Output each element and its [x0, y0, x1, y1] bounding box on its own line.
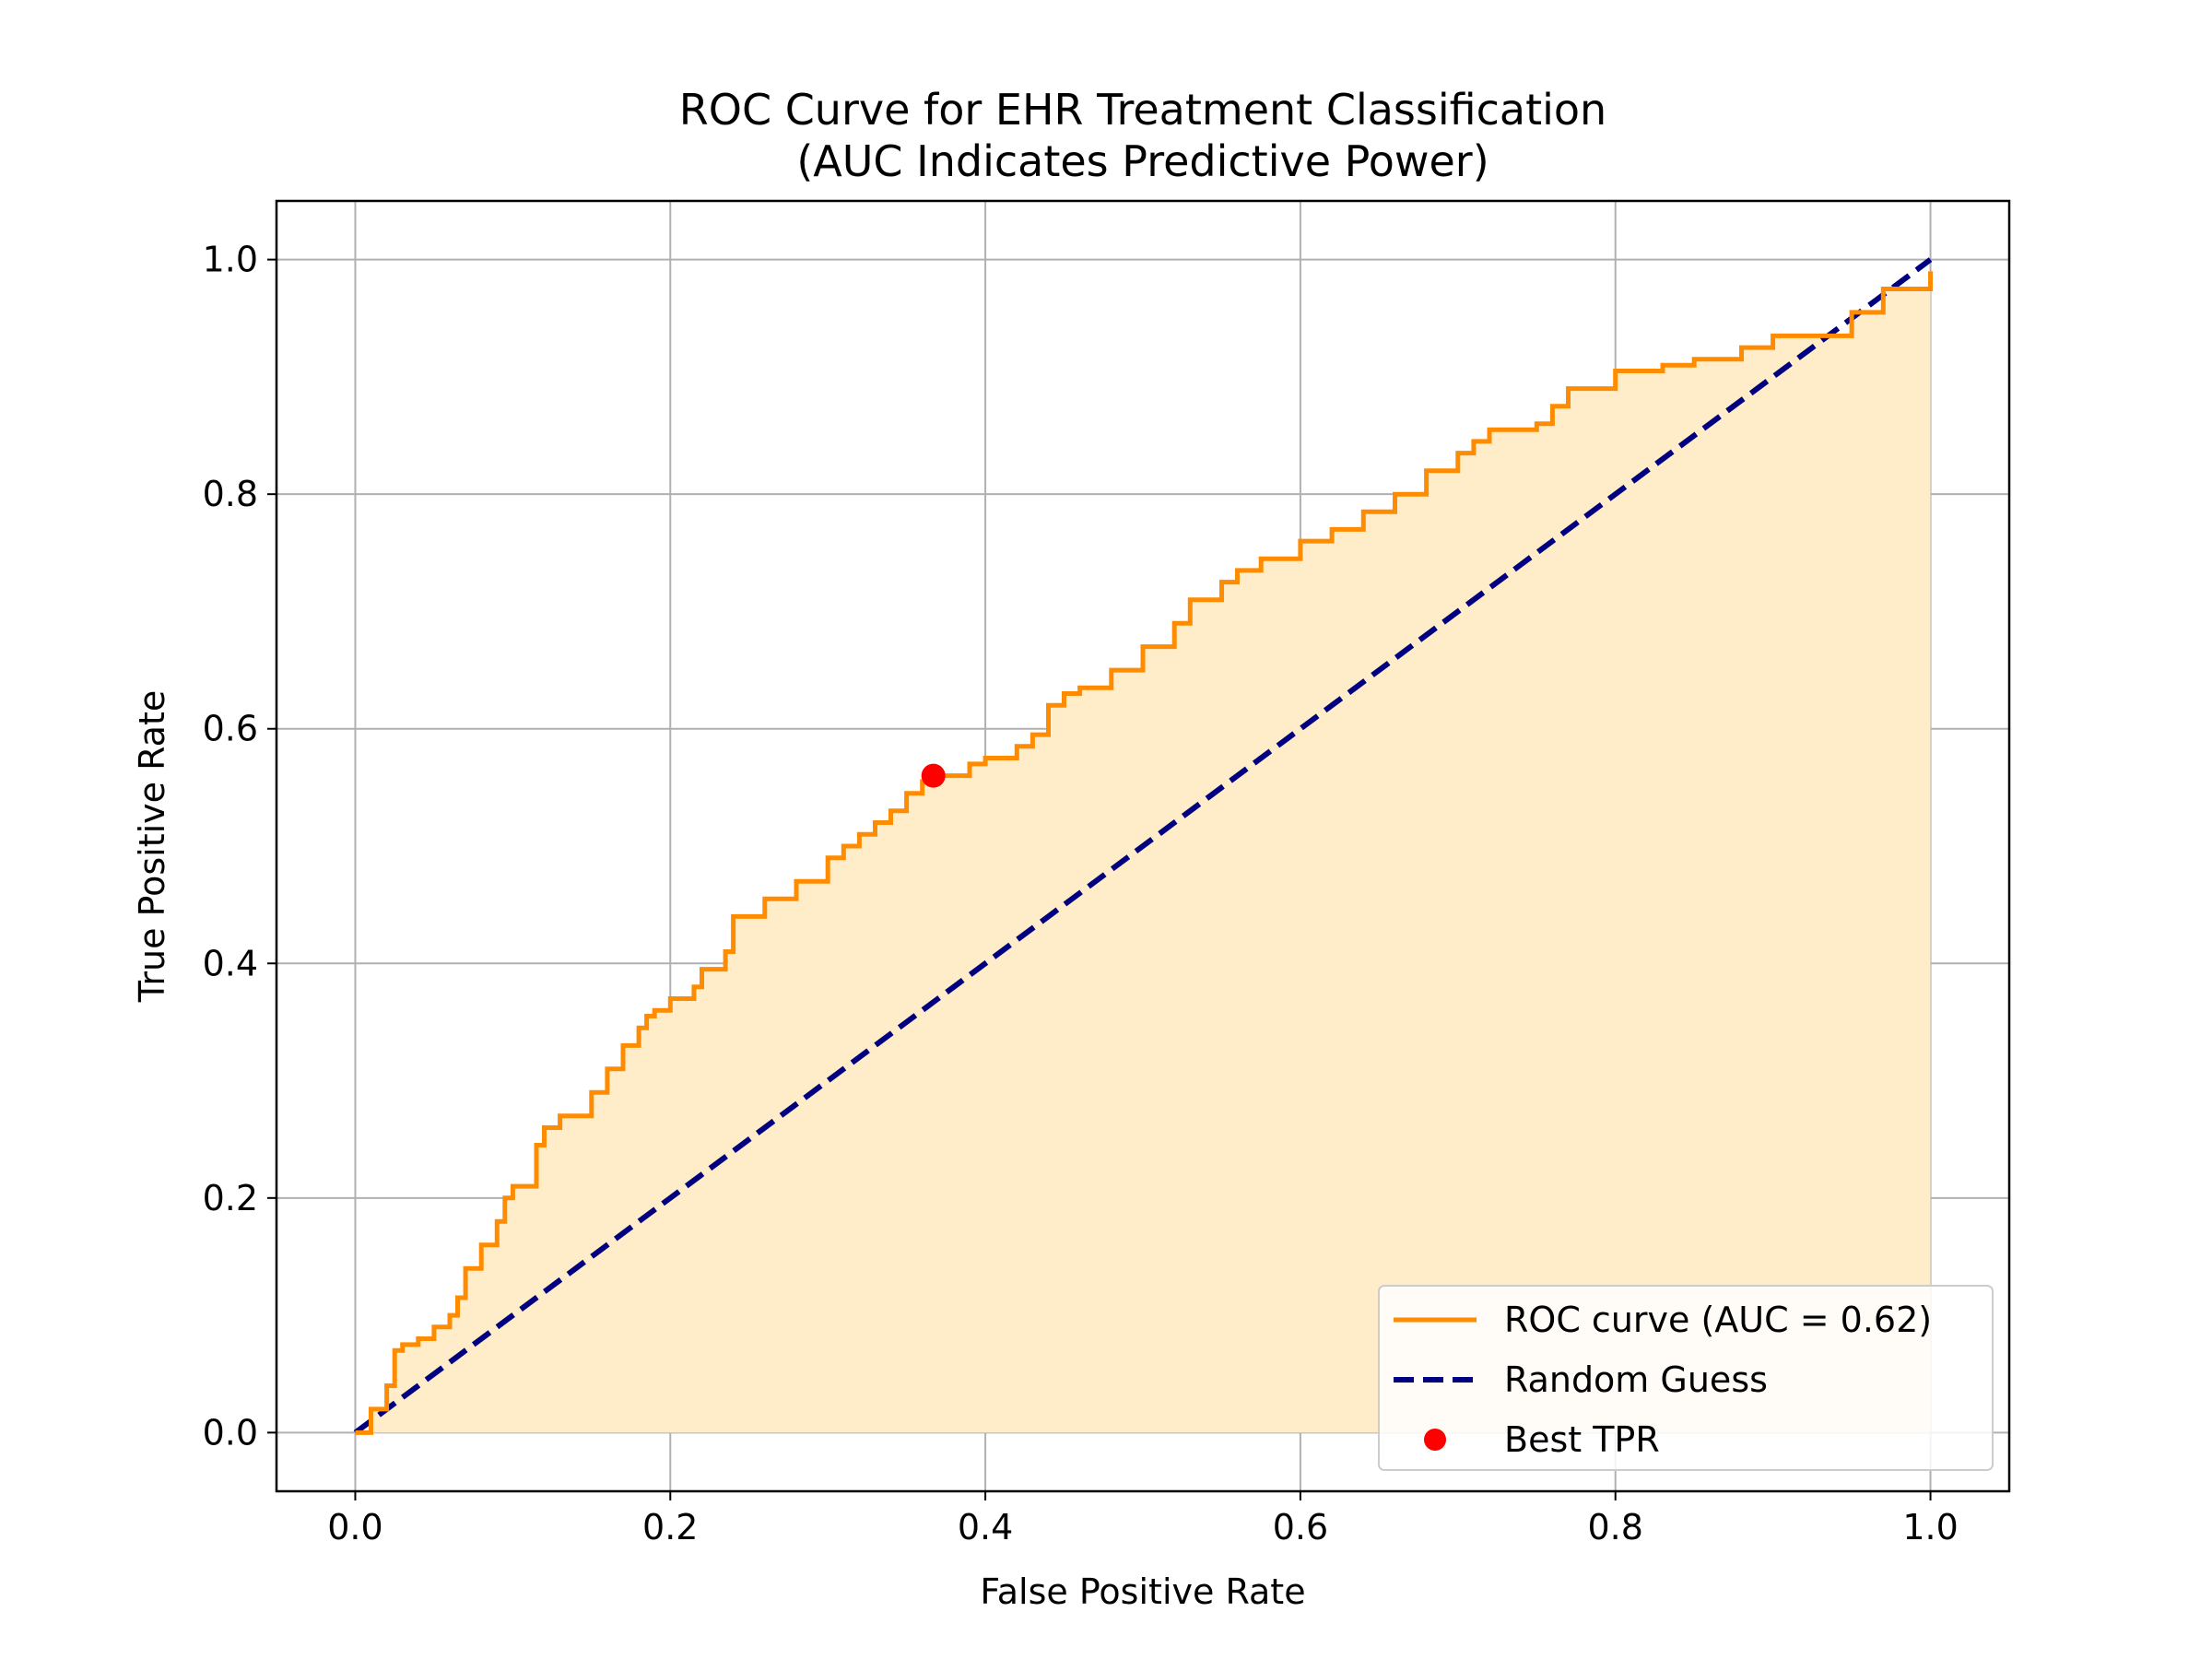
legend-roc-label: ROC curve (AUC = 0.62)	[1504, 1300, 1932, 1340]
y-tick-label: 0.6	[203, 709, 258, 749]
random-guess-line	[353, 257, 1933, 1435]
x-tick-label: 1.0	[1902, 1507, 1958, 1547]
y-axis-ticks: 0.0 0.2 0.4 0.6 0.8 1.0	[203, 240, 276, 1453]
y-tick-label: 0.8	[203, 474, 258, 514]
x-axis-label: False Positive Rate	[980, 1571, 1305, 1612]
y-tick-label: 1.0	[203, 240, 258, 280]
roc-curve-line	[355, 271, 1933, 1435]
x-tick-label: 0.0	[327, 1507, 382, 1547]
series-lines	[353, 257, 1933, 1435]
best-tpr-point	[921, 763, 946, 788]
marked-points	[921, 763, 946, 788]
plot-frame	[275, 199, 2011, 1493]
legend-best-tpr-label: Best TPR	[1504, 1419, 1660, 1460]
legend-random-label: Random Guess	[1504, 1359, 1768, 1400]
legend-best-tpr-marker	[1424, 1429, 1446, 1451]
legend: ROC curve (AUC = 0.62) Random Guess Best…	[1378, 1285, 1994, 1471]
x-tick-label: 0.4	[958, 1507, 1013, 1547]
y-tick-label: 0.2	[203, 1178, 258, 1218]
y-tick-label: 0.4	[203, 943, 258, 983]
y-tick-label: 0.0	[203, 1412, 258, 1453]
x-tick-label: 0.8	[1588, 1507, 1643, 1547]
legend-box	[1378, 1285, 1994, 1471]
x-tick-label: 0.2	[642, 1507, 698, 1547]
chart-subtitle: (AUC Indicates Predictive Power)	[796, 136, 1488, 186]
x-axis-ticks: 0.0 0.2 0.4 0.6 0.8 1.0	[327, 1491, 1959, 1547]
chart-title: ROC Curve for EHR Treatment Classificati…	[679, 85, 1606, 135]
y-axis-label: True Positive Rate	[132, 690, 172, 1004]
x-tick-label: 0.6	[1273, 1507, 1328, 1547]
